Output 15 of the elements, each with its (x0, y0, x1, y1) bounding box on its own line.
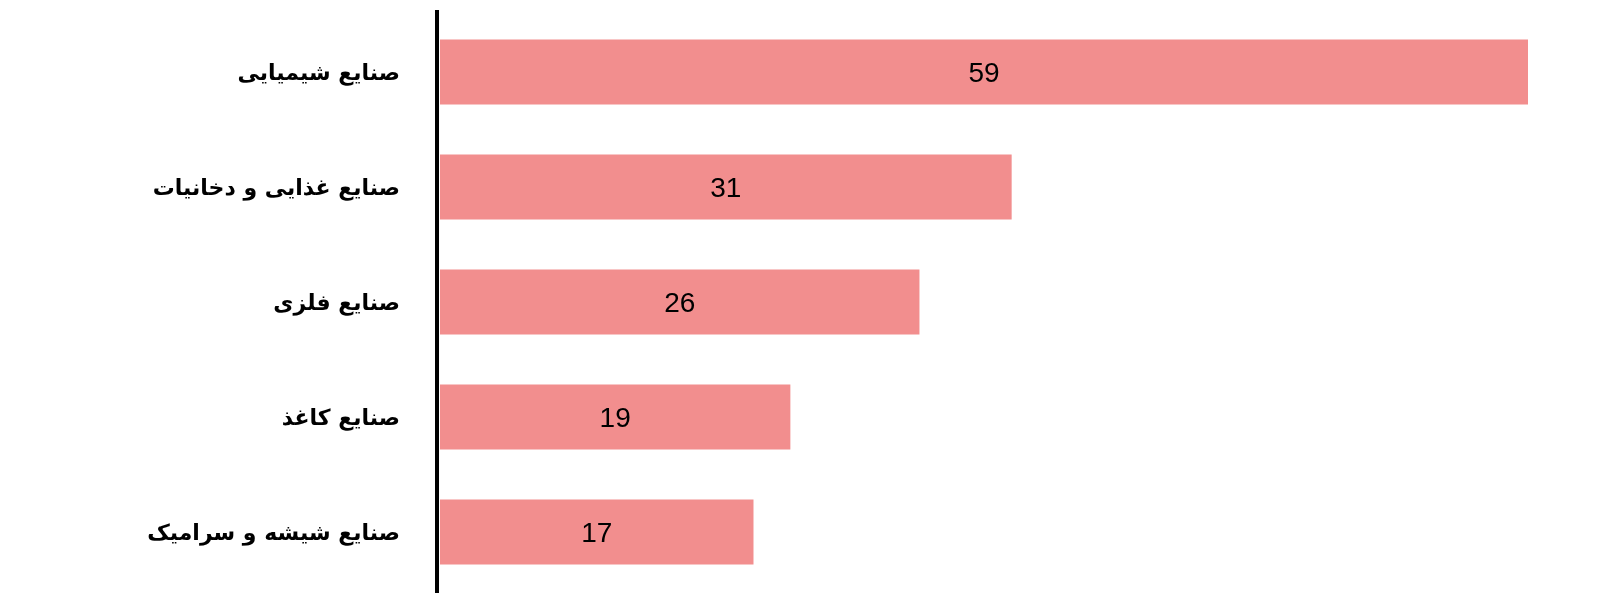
y-tick-label: صنایع شیشه و سرامیک (147, 520, 400, 546)
data-label: 17 (581, 517, 613, 548)
y-tick-label: صنایع فلزی (273, 290, 400, 316)
data-label: 26 (664, 287, 696, 318)
data-label: 31 (710, 172, 742, 203)
y-tick-label: صنایع غذایی و دخانیات (152, 175, 400, 201)
data-label: 59 (968, 57, 1000, 88)
bar (440, 154, 1012, 220)
bar (440, 39, 1528, 105)
bar (440, 269, 920, 335)
bar (440, 384, 791, 450)
bar (440, 499, 754, 565)
data-label: 19 (599, 402, 631, 433)
y-tick-label: صنایع کاغذ (281, 405, 400, 431)
y-tick-label: صنایع شیمیایی (237, 60, 400, 86)
